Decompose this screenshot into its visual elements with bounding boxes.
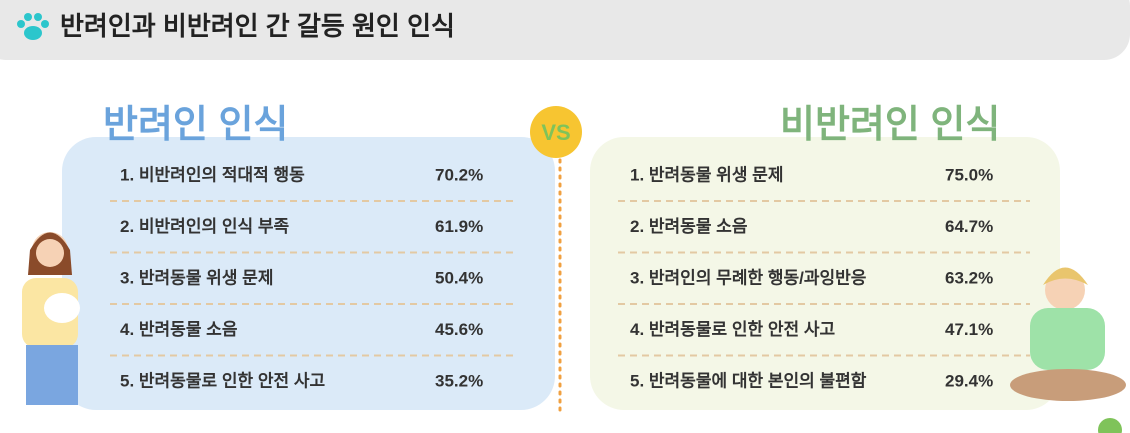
header-bar [0, 0, 1130, 60]
item-label: 3. 반려동물 위생 문제 [120, 268, 273, 287]
right-title: 비반려인 인식 [780, 104, 1000, 146]
vs-badge [530, 106, 582, 158]
item-value: 47.1% [945, 320, 993, 339]
man-figure [1010, 267, 1126, 433]
left-title: 반려인 인식 [103, 104, 288, 146]
item-value: 50.4% [435, 268, 483, 287]
paw-icon [17, 13, 49, 40]
item-value: 61.9% [435, 217, 483, 236]
item-value: 35.2% [435, 371, 483, 390]
item-value: 63.2% [945, 268, 993, 287]
item-label: 1. 반려동물 위생 문제 [630, 165, 783, 184]
woman-figure [22, 232, 80, 405]
left-panel [62, 137, 555, 410]
item-label: 2. 반려동물 소음 [630, 217, 748, 236]
item-label: 5. 반려동물에 대한 본인의 불편함 [630, 370, 867, 390]
item-label: 4. 반려동물 소음 [120, 320, 238, 339]
item-label: 4. 반려동물로 인한 안전 사고 [630, 320, 835, 339]
item-label: 2. 비반려인의 인식 부족 [120, 217, 289, 236]
item-value: 70.2% [435, 165, 483, 184]
right-panel [590, 137, 1060, 410]
header-title: 반려인과 비반려인 간 갈등 원인 인식 [60, 11, 455, 41]
item-value: 75.0% [945, 165, 993, 184]
vs-text: VS [541, 120, 570, 145]
item-label: 5. 반려동물로 인한 안전 사고 [120, 371, 325, 390]
item-value: 64.7% [945, 217, 993, 236]
item-label: 1. 비반려인의 적대적 행동 [120, 165, 305, 184]
item-label: 3. 반려인의 무례한 행동/과잉반응 [630, 268, 867, 287]
item-value: 29.4% [945, 371, 993, 390]
item-value: 45.6% [435, 320, 483, 339]
